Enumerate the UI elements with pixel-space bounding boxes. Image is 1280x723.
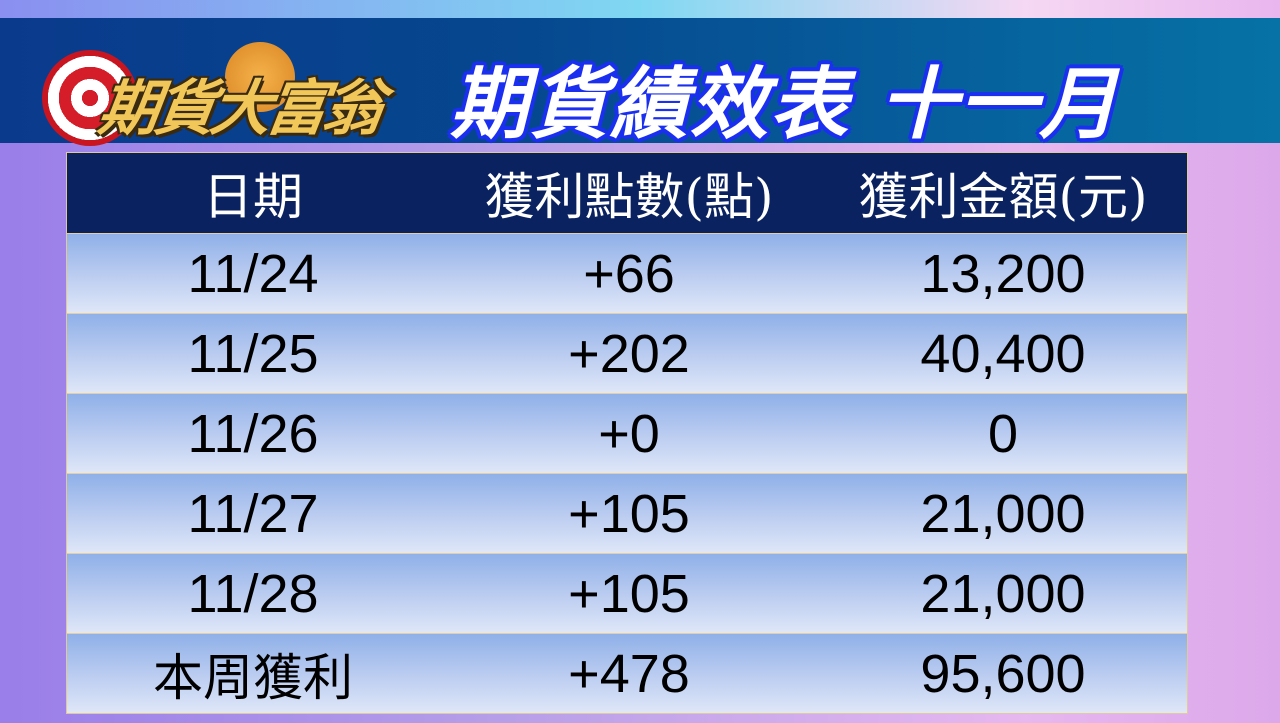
- points-cell: +105: [568, 563, 690, 624]
- total-label: 本周獲利: [153, 649, 353, 706]
- header-date: 日期: [203, 168, 303, 226]
- header-amount: 獲利金額(元): [858, 168, 1148, 226]
- amount-cell: 13,200: [920, 243, 1086, 304]
- banner: 期貨大富翁 期貨績效表 十一月: [0, 18, 1280, 150]
- amount-cell: 21,000: [920, 483, 1086, 544]
- table-row: 11/27 +105 21,000: [67, 473, 1187, 553]
- table-row: 11/26 +0 0: [67, 393, 1187, 473]
- points-cell: +66: [583, 243, 675, 304]
- page-title: 期貨績效表 十一月: [450, 60, 1120, 150]
- date-cell: 11/26: [187, 403, 319, 464]
- date-cell: 11/25: [187, 323, 319, 384]
- coin-icon: [225, 42, 295, 112]
- logo-text: 期貨大富翁: [94, 74, 385, 144]
- table-header: 日期 獲利點數(點) 獲利金額(元): [67, 153, 1187, 233]
- table-row: 11/25 +202 40,400: [67, 313, 1187, 393]
- top-band: [0, 0, 1280, 18]
- table-row: 11/28 +105 21,000: [67, 553, 1187, 633]
- amount-cell: 40,400: [920, 323, 1086, 384]
- points-cell: +0: [598, 403, 660, 464]
- dartboard-icon: [42, 50, 138, 146]
- performance-table: 日期 獲利點數(點) 獲利金額(元) 11/24 +66 13,200 11/2…: [66, 152, 1188, 714]
- points-cell: +105: [568, 483, 690, 544]
- table-row: 11/24 +66 13,200: [67, 233, 1187, 313]
- total-row: 本周獲利 +478 95,600: [67, 633, 1187, 713]
- total-amount: 95,600: [920, 643, 1086, 704]
- date-cell: 11/27: [187, 483, 319, 544]
- amount-cell: 21,000: [920, 563, 1086, 624]
- date-cell: 11/24: [187, 243, 319, 304]
- amount-cell: 0: [987, 403, 1019, 464]
- header-points: 獲利點數(點): [484, 168, 774, 226]
- logo: 期貨大富翁: [20, 40, 440, 150]
- total-points: +478: [568, 643, 690, 704]
- date-cell: 11/28: [187, 563, 319, 624]
- points-cell: +202: [568, 323, 690, 384]
